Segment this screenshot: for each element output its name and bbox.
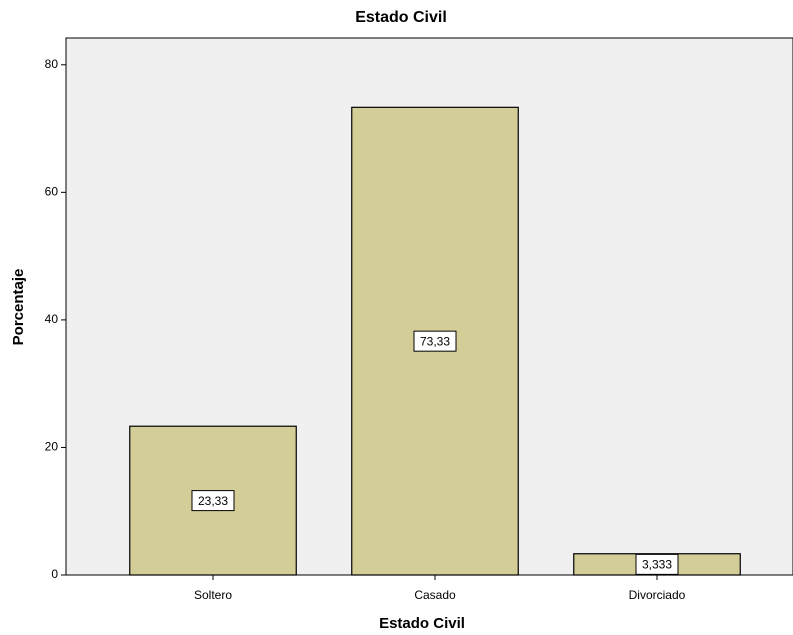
y-tick-label: 0 — [51, 567, 58, 581]
x-tick-label: Casado — [414, 588, 456, 602]
x-axis-title: Estado Civil — [379, 615, 465, 632]
value-label: 73,33 — [420, 334, 450, 348]
y-tick-label: 80 — [45, 57, 59, 71]
value-label-box — [635, 553, 679, 575]
y-tick-label: 60 — [45, 185, 59, 199]
value-label: 3,333 — [642, 558, 672, 572]
value-label-box — [413, 330, 457, 352]
y-axis-title: Porcentaje — [10, 269, 27, 346]
value-label: 23,33 — [198, 494, 228, 508]
chart-title: Estado Civil — [355, 9, 447, 26]
x-tick-label: Divorciado — [629, 588, 686, 602]
y-tick-label: 20 — [45, 440, 59, 454]
y-tick-label: 40 — [45, 312, 59, 326]
value-label-box — [191, 490, 235, 512]
x-tick-label: Soltero — [194, 588, 232, 602]
